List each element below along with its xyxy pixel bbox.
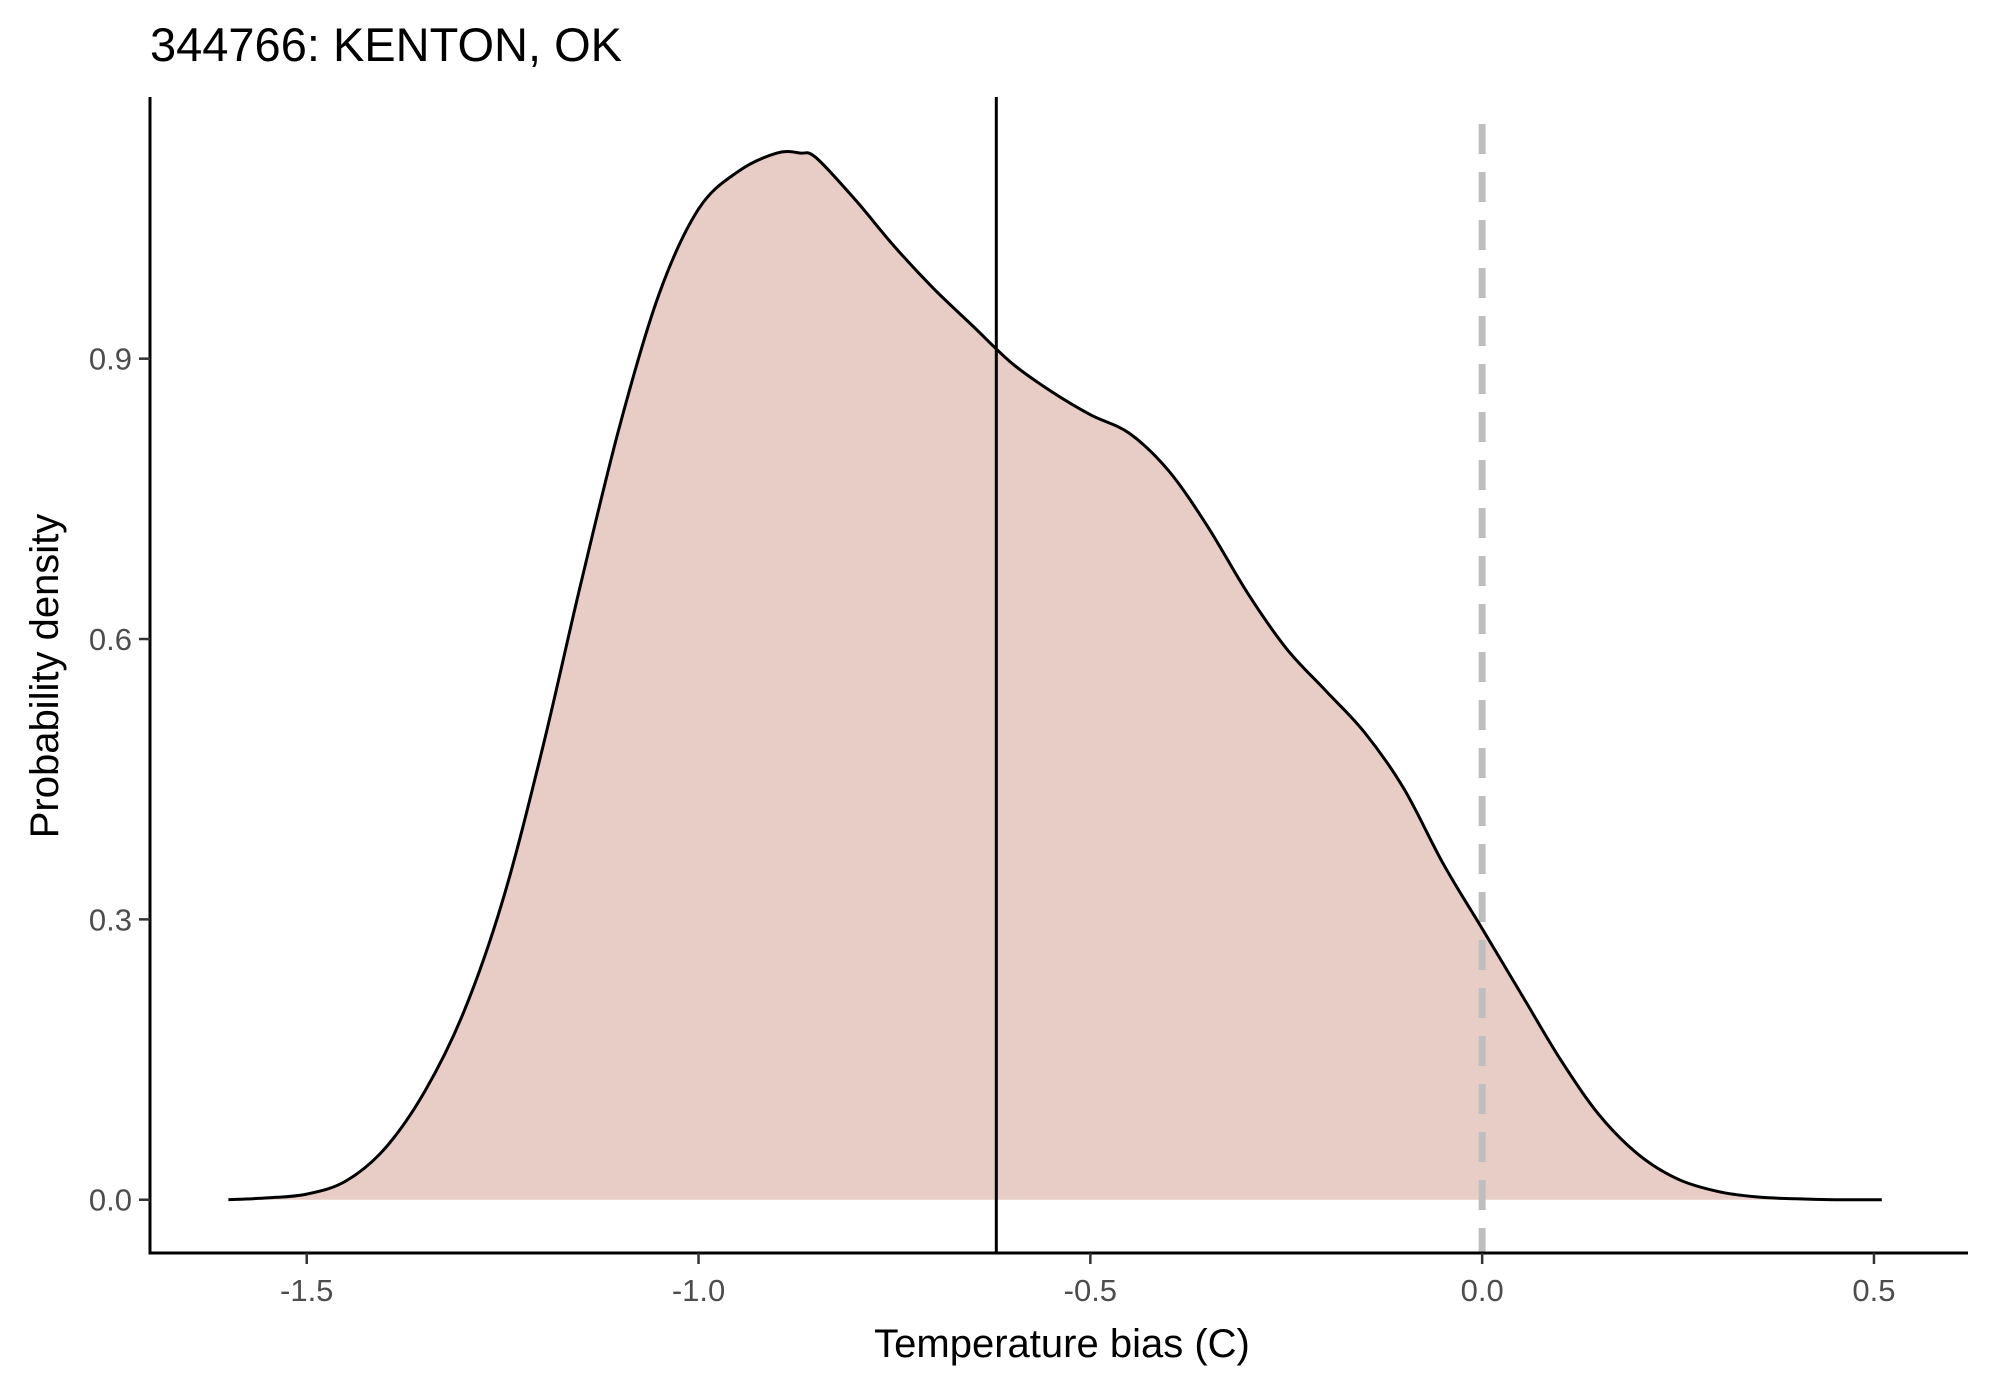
y-tick-label: 0.3	[89, 902, 132, 937]
chart-title: 344766: KENTON, OK	[150, 18, 622, 71]
x-tick-label: -0.5	[1064, 1273, 1117, 1308]
x-tick-label: 0.0	[1461, 1273, 1504, 1308]
x-axis-label: Temperature bias (C)	[874, 1322, 1250, 1366]
y-axis-label: Probability density	[23, 514, 67, 839]
x-tick-label: -1.0	[672, 1273, 725, 1308]
y-tick-label: 0.0	[89, 1183, 132, 1218]
y-tick-label: 0.6	[89, 622, 132, 657]
density-fill	[228, 151, 1882, 1200]
x-tick-label: 0.5	[1852, 1273, 1895, 1308]
y-tick-label: 0.9	[89, 342, 132, 377]
plot-area	[228, 97, 1882, 1253]
x-tick-label: -1.5	[280, 1273, 333, 1308]
density-curve	[228, 150, 1882, 1202]
y-axis-ticks: 0.0 0.3 0.6 0.9	[89, 342, 150, 1218]
x-axis-ticks: -1.5 -1.0 -0.5 0.0 0.5	[280, 1253, 1896, 1308]
